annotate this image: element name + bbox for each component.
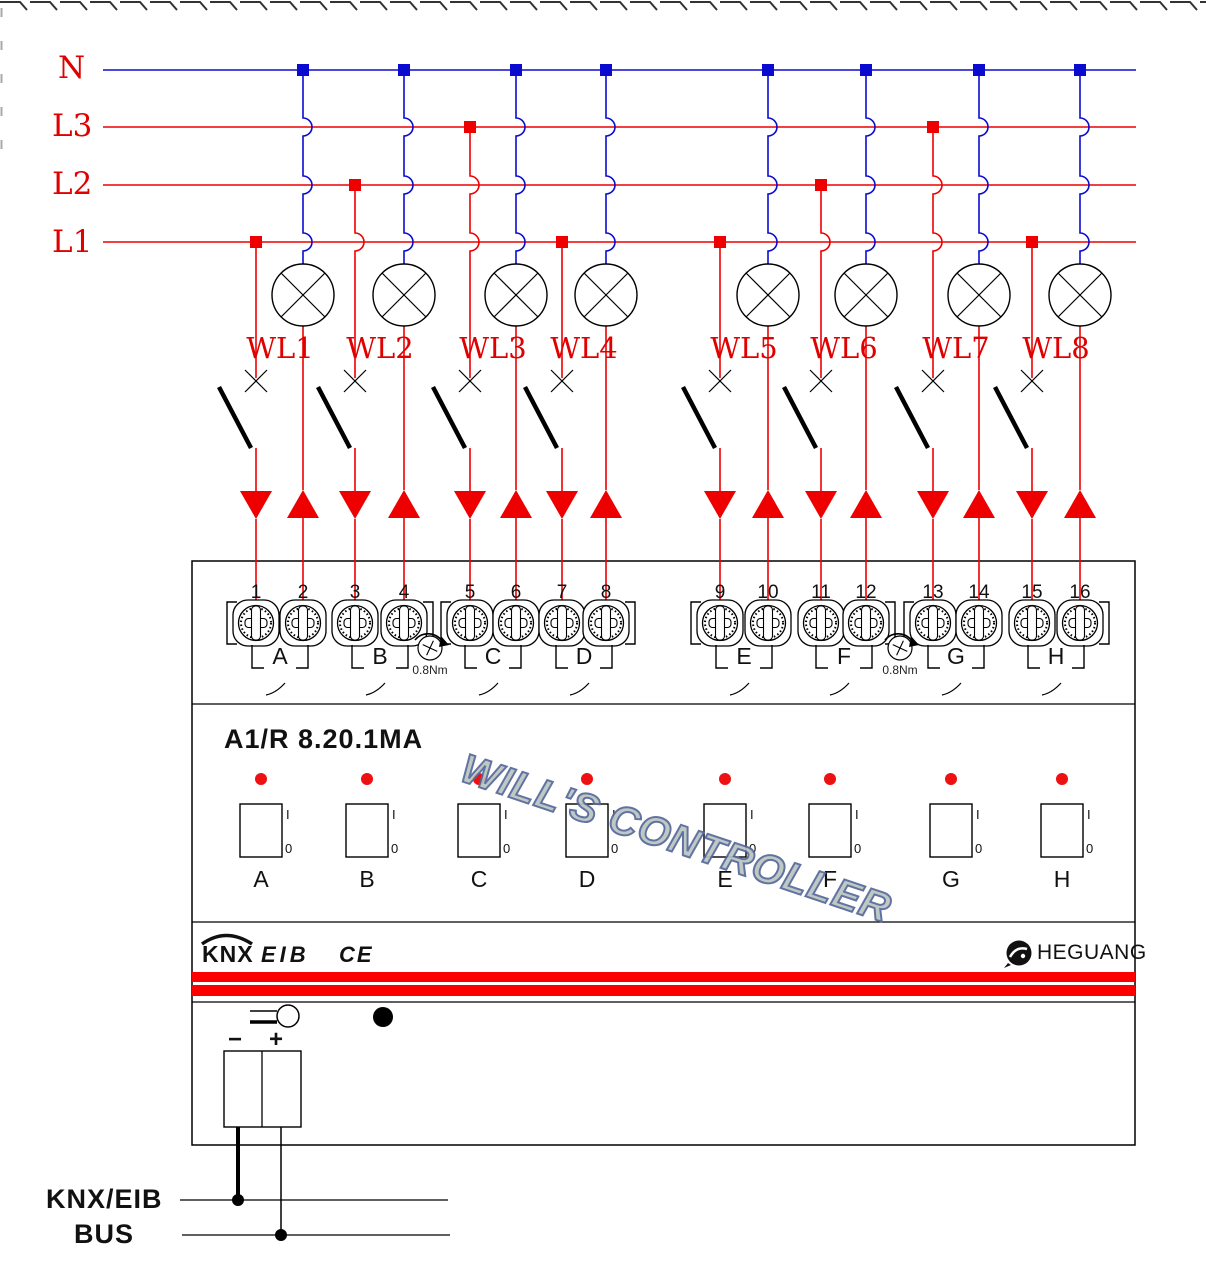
bus-junction-dot [275,1229,287,1241]
switch-on-mark: I [1087,807,1091,822]
lamp-label: WL3 [459,331,527,365]
ce-mark-text: CE [339,942,374,967]
label-L1: L1 [52,224,93,260]
channel-label: G [942,866,960,892]
switch-on-mark: I [612,807,616,822]
bus-section [180,1004,450,1241]
bus-junction-dot [232,1194,244,1206]
switch-on-mark: I [286,807,290,822]
switch-off-mark: 0 [1086,841,1094,856]
lamp-label: WL2 [346,331,414,365]
switch-off-mark: 0 [285,841,293,856]
label-L3: L3 [52,108,93,144]
terminal-group-label: C [484,643,502,669]
heguang-logo-icon [1004,940,1032,968]
channel-label: E [717,866,733,892]
lamp-label: WL1 [246,331,314,365]
channel-label: C [470,866,488,892]
bus-line1-label: KNX/EIB [46,1184,163,1214]
lamp-label: WL4 [550,331,618,365]
channel-label: H [1053,866,1071,892]
terminal-number: 14 [968,582,990,603]
terminal-number: 3 [349,582,361,603]
terminal-group-label: E [736,643,752,669]
switch-on-mark: I [976,807,980,822]
switch-on-mark: I [855,807,859,822]
channel-label: F [822,866,838,892]
terminal-number: 9 [714,582,726,603]
page-torn-edge [0,0,1206,12]
neutral-drops [296,63,1090,265]
brand-name: HEGUANG [1037,941,1147,964]
terminal-number: 11 [811,582,831,603]
terminal-number: 5 [464,582,476,603]
eib-logo-text: EIB [261,942,310,967]
breaker-switches [219,370,1048,612]
bus-minus-label: − [228,1026,243,1053]
terminal-number: 8 [600,582,612,603]
programming-button [373,1007,393,1027]
terminal-number: 10 [757,582,779,603]
knx-logo-arc [200,933,253,946]
switch-off-mark: 0 [975,841,983,856]
switch-off-mark: 0 [503,841,511,856]
red-stripe-bottom [192,985,1135,996]
switch-off-mark: 0 [854,841,862,856]
torque-label: 0.8Nm [882,663,918,677]
terminal-number: 16 [1069,582,1091,603]
torque-label: 0.8Nm [412,663,448,677]
terminal-group-label: A [272,643,288,669]
terminal-number: 4 [398,582,410,603]
terminal-number: 13 [922,582,944,603]
actuator-housing [191,560,1136,1146]
terminal-group-label: F [836,643,852,669]
bus-line2-label: BUS [74,1219,135,1249]
switch-off-mark: 0 [611,841,619,856]
label-N: N [58,50,86,86]
lamp-symbols [271,263,1112,613]
jumper-symbol-circle [276,1004,300,1028]
terminal-group-label: D [575,643,593,669]
lamp-label: WL5 [710,331,778,365]
terminal-group-label: G [947,643,965,669]
lamp-label: WL6 [810,331,878,365]
switch-off-mark: 0 [391,841,399,856]
label-L2: L2 [52,166,93,202]
switch-on-mark: I [750,807,754,822]
switch-off-mark: 0 [749,841,757,856]
terminal-number: 7 [556,582,568,603]
terminal-block-brackets [226,601,1110,645]
lamp-label: WL8 [1022,331,1090,365]
device-model-label: A1/R 8.20.1MA [224,724,424,754]
lamp-label: WL7 [922,331,990,365]
mains-lines [103,69,1136,243]
bus-plus-label: + [269,1026,284,1053]
channel-label: B [359,866,375,892]
screw-terminals [226,599,1110,647]
switch-on-mark: I [392,807,396,822]
terminal-number: 2 [297,582,309,603]
terminal-number: 15 [1021,582,1043,603]
channel-label: A [253,866,269,892]
terminal-group-label: H [1047,643,1065,669]
terminal-number: 6 [510,582,522,603]
terminal-number: 1 [250,582,262,603]
terminal-number: 12 [855,582,877,603]
channel-label: D [578,866,596,892]
knx-logo-text: KNX [202,941,254,967]
red-stripe-top [192,972,1135,982]
terminal-group-label: B [372,643,388,669]
switch-on-mark: I [504,807,508,822]
